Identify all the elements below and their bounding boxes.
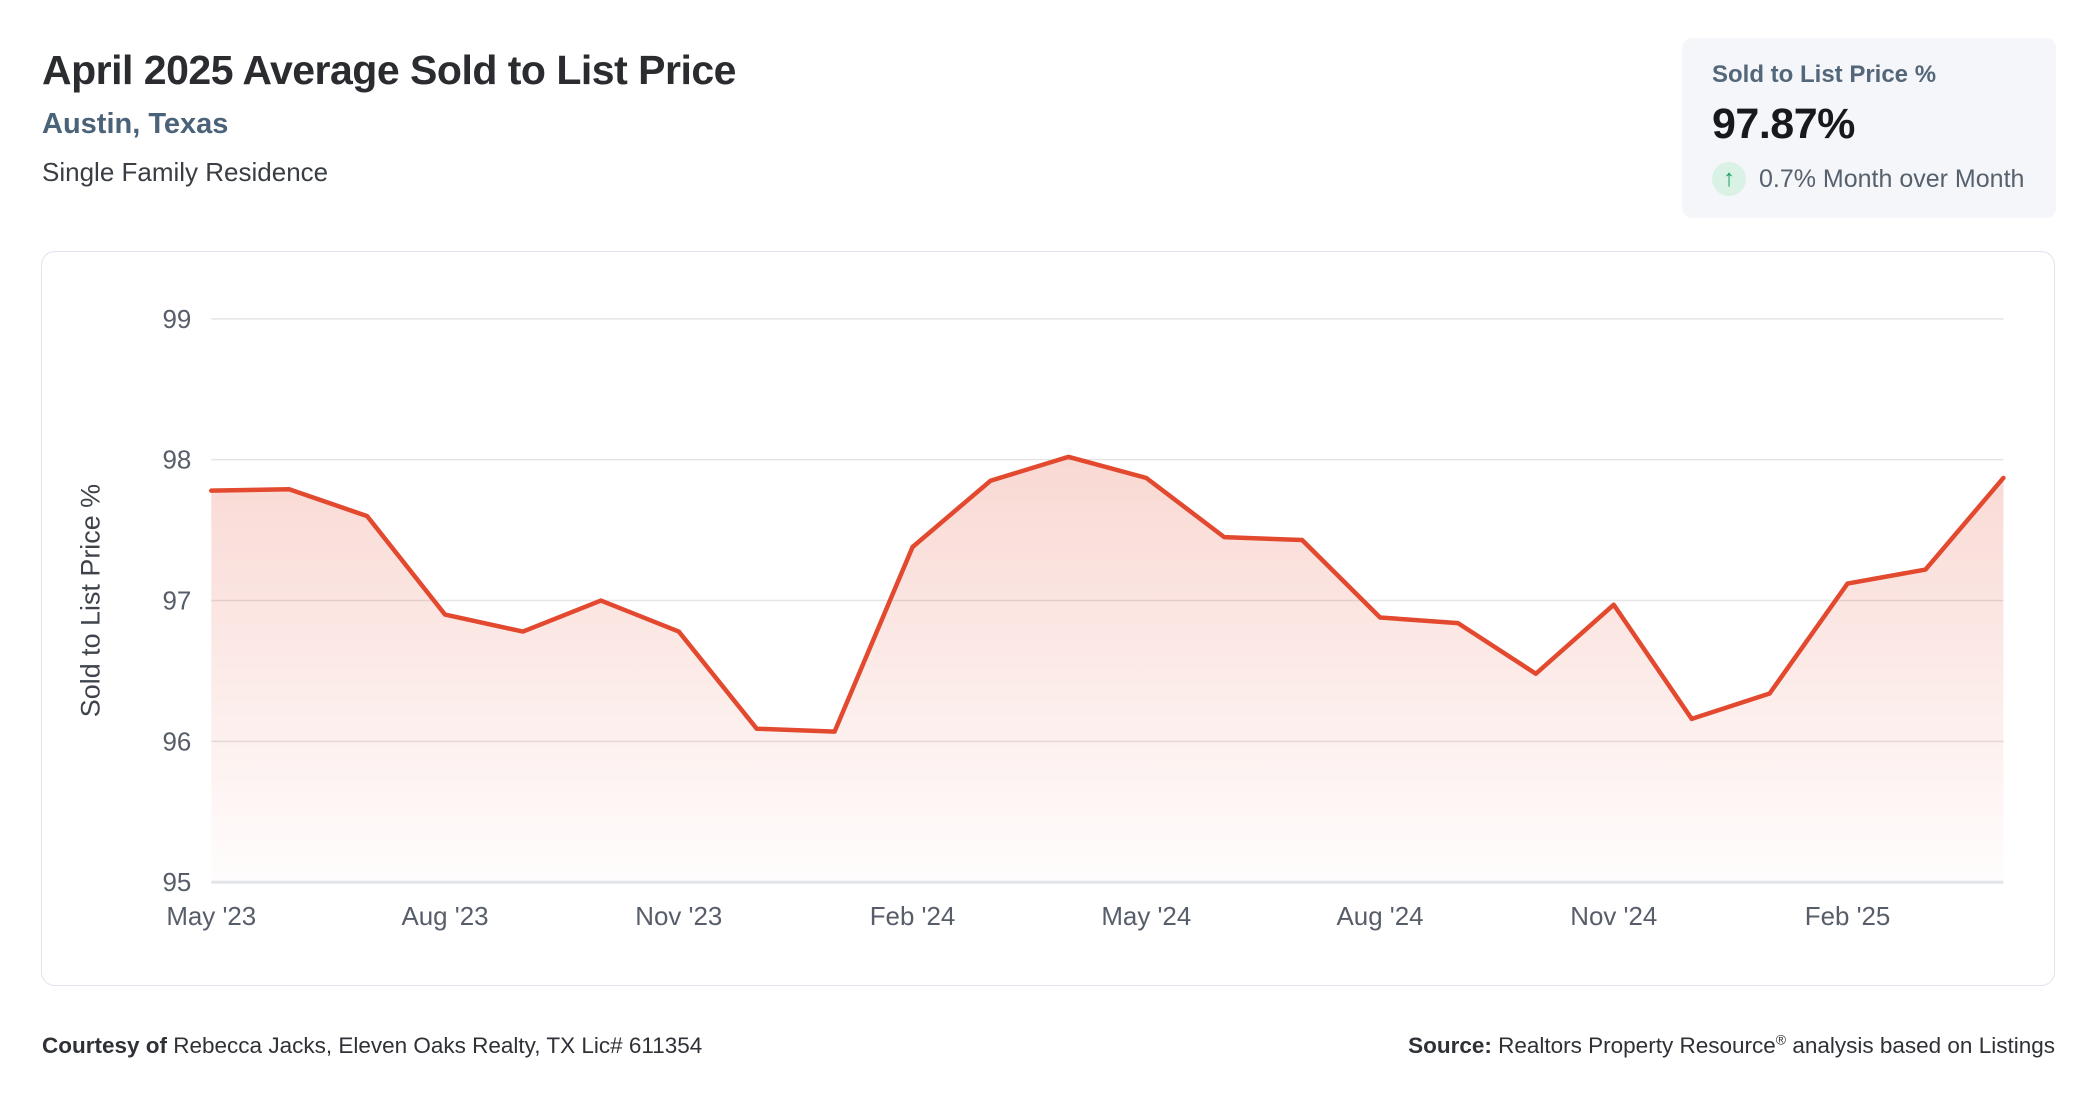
svg-text:Nov '23: Nov '23 <box>635 903 722 931</box>
source-note: Source: Realtors Property Resource® anal… <box>1408 1032 2055 1059</box>
month-over-month-text: 0.7% Month over Month <box>1759 164 2025 193</box>
stat-value: 97.87% <box>1712 100 1855 148</box>
chart-card: 95 96 97 98 99 May '23 Aug '23 Nov '23 Feb '24 Ma… <box>41 251 2055 986</box>
summary-stat-card: Sold to List Price % 97.87% ↑ 0.7% Month… <box>1682 38 2056 218</box>
svg-text:96: 96 <box>163 728 192 756</box>
courtesy-text: Rebecca Jacks, Eleven Oaks Realty, TX Li… <box>167 1033 703 1058</box>
stat-label: Sold to List Price % <box>1712 61 1937 88</box>
registered-trademark-icon: ® <box>1775 1031 1787 1048</box>
svg-text:Sold to List Price %: Sold to List Price % <box>76 484 106 717</box>
svg-text:May '24: May '24 <box>1101 903 1191 931</box>
svg-text:95: 95 <box>163 869 192 897</box>
up-arrow-glyph: ↑ <box>1723 165 1735 192</box>
svg-text:May '23: May '23 <box>166 903 256 931</box>
courtesy-note: Courtesy of Rebecca Jacks, Eleven Oaks R… <box>42 1032 702 1059</box>
source-label: Source: <box>1408 1033 1492 1058</box>
svg-text:98: 98 <box>163 447 192 475</box>
svg-text:Aug '24: Aug '24 <box>1337 903 1424 931</box>
sold-to-list-price-chart: 95 96 97 98 99 May '23 Aug '23 Nov '23 Feb '24 Ma… <box>76 306 2006 931</box>
svg-text:99: 99 <box>163 306 192 334</box>
svg-text:97: 97 <box>163 588 192 616</box>
courtesy-label: Courtesy of <box>42 1033 168 1058</box>
page-title: April 2025 Average Sold to List Price <box>42 47 736 93</box>
property-type-label: Single Family Residence <box>42 157 329 187</box>
svg-text:Feb '24: Feb '24 <box>870 903 956 931</box>
up-arrow-icon: ↑ <box>1712 162 1746 196</box>
svg-text:Feb '25: Feb '25 <box>1805 903 1891 931</box>
svg-text:Aug '23: Aug '23 <box>402 903 489 931</box>
source-rest: analysis based on Listings <box>1786 1033 2055 1058</box>
svg-text:Nov '24: Nov '24 <box>1570 903 1657 931</box>
location-subtitle: Austin, Texas <box>42 108 229 140</box>
source-name: Realtors Property Resource <box>1491 1033 1776 1058</box>
month-over-month-row: ↑ 0.7% Month over Month <box>1712 162 2026 196</box>
